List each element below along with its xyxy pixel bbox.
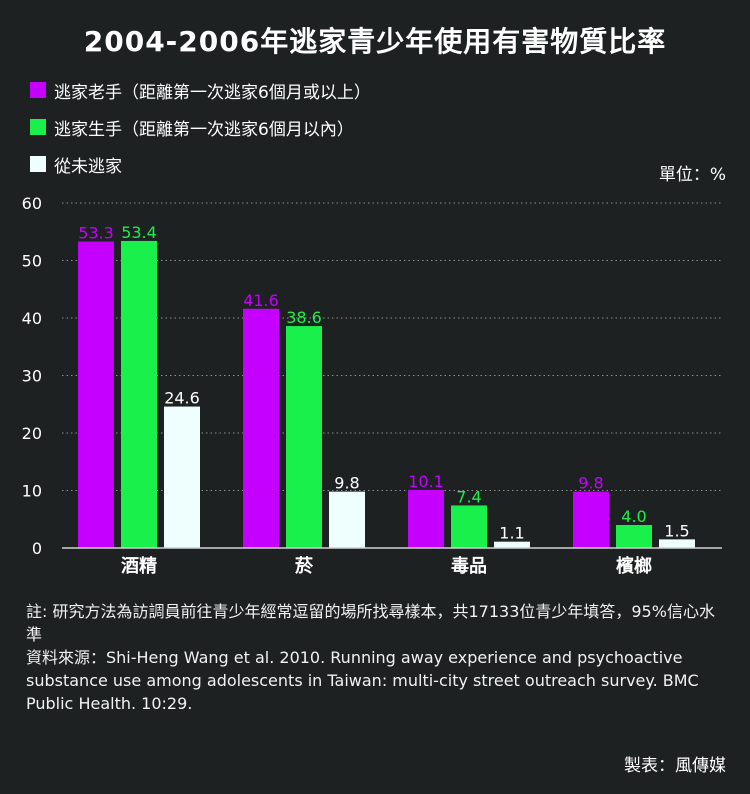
data-label: 38.6 <box>286 308 322 327</box>
bar <box>329 491 365 548</box>
legend-swatch-veteran <box>30 82 46 98</box>
bar <box>616 525 652 548</box>
legend-label-novice: 逃家生手（距離第一次逃家6個月以內） <box>54 119 354 140</box>
chart-title: 2004-2006年逃家青少年使用有害物質比率 <box>83 25 667 58</box>
y-tick-label: 10 <box>22 482 42 501</box>
y-tick-label: 60 <box>22 194 42 213</box>
bar <box>494 541 530 548</box>
bar <box>164 406 200 548</box>
credit: 製表：風傳媒 <box>624 756 726 776</box>
y-tick-label: 0 <box>32 539 42 558</box>
bar <box>451 505 487 548</box>
x-tick-label: 毒品 <box>451 555 487 577</box>
data-label: 24.6 <box>164 389 200 408</box>
x-tick-label: 檳榔 <box>616 555 652 577</box>
data-label: 53.4 <box>121 223 157 242</box>
y-tick-label: 40 <box>22 309 42 328</box>
data-label: 53.3 <box>78 224 114 243</box>
data-label: 7.4 <box>456 487 481 506</box>
legend-item-novice: 逃家生手（距離第一次逃家6個月以內） <box>30 117 371 140</box>
data-label: 41.6 <box>243 291 279 310</box>
legend-label-never: 從未逃家 <box>54 156 122 177</box>
data-label: 9.8 <box>334 474 359 493</box>
legend-swatch-never <box>30 156 46 172</box>
bar-chart: 0 10 20 30 40 50 60 53.3 53.4 24.6 酒精 41.6 38.6 9.8 菸 1… <box>22 194 722 577</box>
bar <box>121 240 157 548</box>
bar <box>573 491 609 548</box>
legend-item-never: 從未逃家 <box>30 154 371 177</box>
data-label: 9.8 <box>578 474 603 493</box>
legend-swatch-novice <box>30 119 46 135</box>
data-label: 10.1 <box>408 472 444 491</box>
legend-item-veteran: 逃家老手（距離第一次逃家6個月或以上） <box>30 80 371 103</box>
data-label: 1.1 <box>499 524 524 543</box>
y-tick-label: 30 <box>22 367 42 386</box>
x-tick-label: 菸 <box>295 556 314 577</box>
bar <box>659 539 695 548</box>
data-label: 4.0 <box>621 507 646 526</box>
x-tick-label: 酒精 <box>121 555 157 577</box>
y-tick-label: 50 <box>22 252 42 271</box>
data-label: 1.5 <box>664 521 689 540</box>
bar <box>243 308 279 548</box>
bar <box>286 326 322 548</box>
note-text: 註: 研究方法為訪調員前往青少年經常逗留的場所找尋樣本，共17133位青少年填答… <box>26 602 715 644</box>
legend-label-veteran: 逃家老手（距離第一次逃家6個月或以上） <box>54 82 371 103</box>
y-tick-label: 20 <box>22 424 42 443</box>
bar <box>408 489 444 548</box>
legend: 逃家老手（距離第一次逃家6個月或以上） 逃家生手（距離第一次逃家6個月以內） 從… <box>30 80 371 191</box>
unit-label: 單位：% <box>658 165 726 185</box>
notes: 註: 研究方法為訪調員前往青少年經常逗留的場所找尋樣本，共17133位青少年填答… <box>26 600 726 715</box>
source-text: 資料來源：Shi-Heng Wang et al. 2010. Running … <box>26 648 699 713</box>
bar <box>78 241 114 548</box>
